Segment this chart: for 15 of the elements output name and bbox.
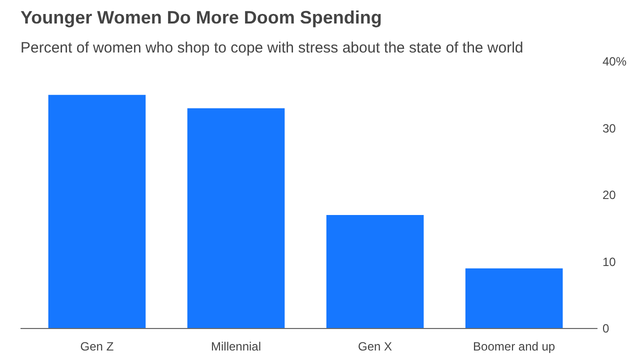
bar <box>187 108 285 328</box>
y-tick-label: 0 <box>602 322 610 336</box>
y-tick-label: 10 <box>602 254 616 269</box>
x-tick-label: Gen Z <box>80 340 114 354</box>
y-tick-label: 40% <box>602 54 627 68</box>
bar <box>465 268 563 328</box>
x-tick-label: Boomer and up <box>473 340 556 354</box>
bar <box>326 215 424 328</box>
y-tick-label: 20 <box>602 188 616 202</box>
bar <box>48 94 146 328</box>
chart-title: Younger Women Do More Doom Spending <box>20 8 382 28</box>
y-tick-label: 30 <box>602 121 616 136</box>
chart-subtitle: Percent of women who shop to cope with stress about the state of the world <box>20 40 524 56</box>
x-tick-label: Gen X <box>358 340 392 354</box>
x-tick-label: Millennial <box>210 340 262 354</box>
